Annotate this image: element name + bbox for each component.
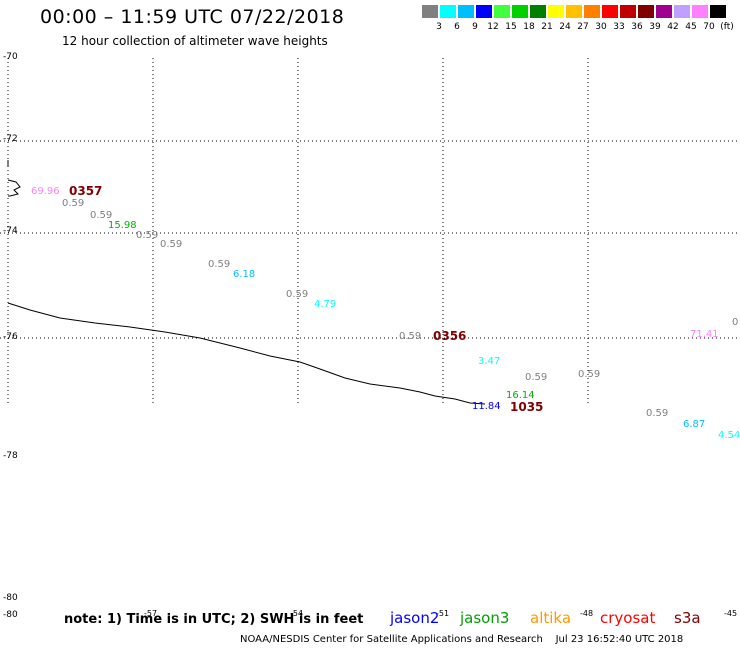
timestamp-text: Jul 23 16:52:40 UTC 2018 <box>555 634 684 645</box>
legend-label: 6 <box>454 22 460 32</box>
legend-label: 33 <box>613 22 625 32</box>
legend-label: 39 <box>649 22 661 32</box>
lat-label: -70 <box>3 52 18 62</box>
wave-height-label: 11.84 <box>472 401 501 412</box>
satellite-legend-altika: altika <box>530 609 572 627</box>
legend-label: 3 <box>436 22 442 32</box>
satellite-legend-jason3: jason3 <box>460 609 510 627</box>
legend-swatch <box>512 5 528 18</box>
lon-label: -48 <box>580 609 594 618</box>
legend-swatch <box>476 5 492 18</box>
legend-swatch <box>422 5 438 18</box>
island-outline <box>7 179 21 197</box>
legend-label: 15 <box>505 22 517 32</box>
map-title: 00:00 – 11:59 UTC 07/22/2018 <box>40 6 345 28</box>
wave-height-label: 0.59 <box>90 210 113 221</box>
credit-text: NOAA/NESDIS Center for Satellite Applica… <box>240 634 543 645</box>
legend-swatch <box>602 5 618 18</box>
lat-label: -72 <box>3 134 18 144</box>
pass-time-label: 0356 <box>433 329 467 343</box>
legend-label: 18 <box>523 22 535 32</box>
legend-swatch <box>674 5 690 18</box>
wave-height-label: 15.98 <box>108 220 137 231</box>
legend-swatch <box>494 5 510 18</box>
lon-label: -54 <box>290 609 304 618</box>
legend-swatch <box>692 5 708 18</box>
wave-height-label: 6.18 <box>233 269 256 280</box>
legend-swatch <box>620 5 636 18</box>
lat-label: -76 <box>3 332 18 342</box>
wave-height-label: 0.59 <box>208 259 231 270</box>
wave-height-label: 0 <box>732 317 739 328</box>
pass-time-label: 0357 <box>69 184 103 198</box>
lat-label: -80 <box>3 610 18 620</box>
wave-height-label: 71.41 <box>690 329 719 340</box>
wave-height-label: 0.59 <box>646 408 669 419</box>
wave-height-label: 6.87 <box>683 419 706 430</box>
pass-time-label: 1035 <box>510 400 544 414</box>
wave-height-label: 0.59 <box>62 198 85 209</box>
legend-swatch <box>710 5 726 18</box>
wave-height-label: 3.47 <box>478 356 501 367</box>
legend-swatch <box>548 5 564 18</box>
lat-label: -78 <box>3 451 18 461</box>
wave-height-label: 0.59 <box>160 239 183 250</box>
wave-height-label: 0.59 <box>136 230 159 241</box>
legend-label: 12 <box>487 22 499 32</box>
wave-height-label: 0.59 <box>525 372 548 383</box>
wave-height-label: 16.14 <box>506 390 535 401</box>
legend-swatch <box>566 5 582 18</box>
legend-swatch <box>440 5 456 18</box>
footer-note: note: 1) Time is in UTC; 2) SWH is in fe… <box>64 612 364 627</box>
legend-swatch <box>530 5 546 18</box>
legend-label: 70 <box>703 22 715 32</box>
ice-shelf-coastline <box>7 302 486 405</box>
legend-swatch <box>638 5 654 18</box>
map-subtitle: 12 hour collection of altimeter wave hei… <box>62 34 328 48</box>
footer-credit: NOAA/NESDIS Center for Satellite Applica… <box>240 634 683 645</box>
wave-height-label: 0.59 <box>578 369 601 380</box>
wave-height-label: 69.96 <box>31 186 60 197</box>
legend-label: 45 <box>685 22 697 32</box>
lon-label: -57 <box>144 609 158 618</box>
lat-gridlines <box>0 140 740 339</box>
legend-label: 21 <box>541 22 553 32</box>
wave-height-label: 0.59 <box>286 289 309 300</box>
lat-label: -80 <box>3 593 18 603</box>
lon-label: -51 <box>436 609 450 618</box>
satellite-legend-s3a: s3a <box>674 609 701 627</box>
legend-label: 36 <box>631 22 643 32</box>
satellite-legend-jason2: jason2 <box>390 609 440 627</box>
legend-label: 27 <box>577 22 589 32</box>
legend-label: 24 <box>559 22 571 32</box>
wave-height-label: 4.79 <box>314 299 337 310</box>
wave-height-label: 4.54 <box>718 430 740 441</box>
satellite-legend-cryosat: cryosat <box>600 609 656 627</box>
legend-label: 42 <box>667 22 679 32</box>
legend-swatch <box>584 5 600 18</box>
lon-gridlines <box>152 58 589 405</box>
lat-label: -74 <box>3 226 18 236</box>
legend-label: 9 <box>472 22 478 32</box>
lon-label: -45 <box>724 609 738 618</box>
legend-label: 30 <box>595 22 607 32</box>
legend-label: (ft) <box>720 22 734 32</box>
legend-swatch <box>656 5 672 18</box>
legend-swatch <box>458 5 474 18</box>
wave-height-label: 0.59 <box>399 331 422 342</box>
